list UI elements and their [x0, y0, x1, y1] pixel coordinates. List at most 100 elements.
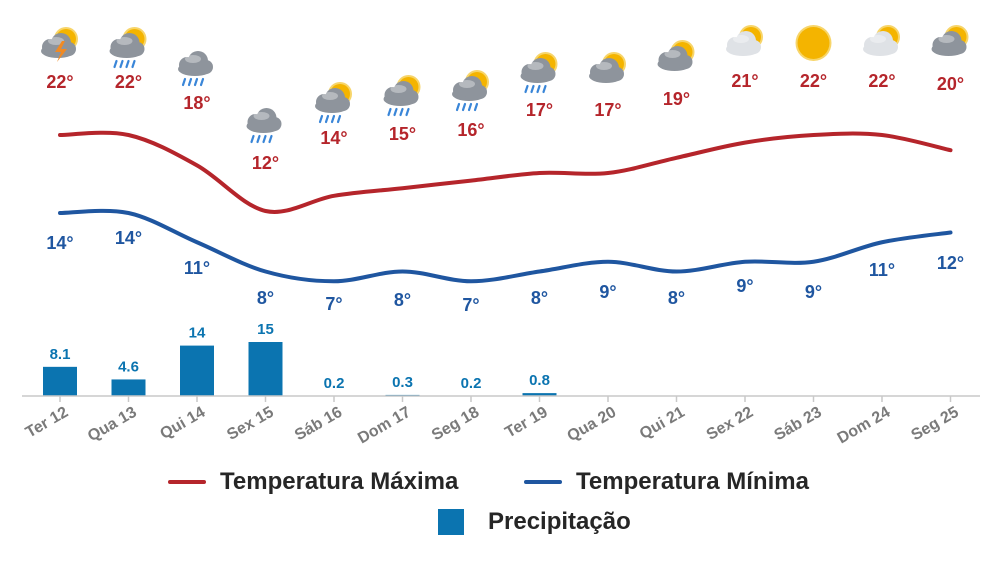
cloud-shape — [178, 51, 213, 76]
legend-swatch-max — [168, 480, 206, 484]
sun-disc — [797, 27, 830, 59]
x-axis-label: Sáb 16 — [292, 404, 345, 445]
legend-label-max: Temperatura Máxima — [220, 468, 459, 495]
max-temp-line — [58, 130, 953, 214]
rain-drop — [461, 102, 467, 112]
legend-item-min: Temperatura Mínima — [524, 462, 809, 502]
thunderstorm-partly-sunny-icon — [41, 27, 78, 62]
max-temp-label: 17° — [526, 100, 553, 120]
precipitation-value-label: 15 — [257, 321, 274, 338]
precipitation-bar — [248, 342, 283, 396]
min-temp-label: 9° — [805, 282, 822, 302]
cloud-shape — [863, 31, 898, 56]
x-axis-label: Qua 13 — [85, 404, 140, 445]
min-temp-label: 7° — [462, 295, 479, 315]
rain-drop — [113, 59, 118, 69]
precipitation-value-label: 0.8 — [529, 372, 550, 389]
min-temp-label: 8° — [531, 288, 548, 308]
x-axis-label: Sex 15 — [224, 404, 277, 444]
max-temp-label: 19° — [663, 89, 690, 109]
rain-drop — [193, 77, 199, 87]
precipitation-bar — [43, 366, 77, 396]
legend-label-precip: Precipitação — [488, 508, 631, 535]
min-temp-label: 7° — [325, 294, 342, 314]
rain-drop — [181, 77, 187, 87]
max-temp-label: 17° — [594, 100, 621, 120]
max-temp-label: 18° — [183, 93, 210, 113]
x-axis-label: Sex 22 — [704, 404, 757, 444]
rain-partly-sunny-icon — [383, 75, 421, 117]
rain-drop — [405, 107, 410, 117]
cloud-shape — [109, 33, 145, 58]
rain-drop — [393, 107, 398, 117]
min-temp-label: 8° — [668, 288, 685, 308]
rain-drop — [524, 84, 529, 94]
max-temp-label: 12° — [252, 153, 279, 173]
min-temp-label: 9° — [736, 276, 753, 296]
rain-drop — [268, 134, 273, 144]
rain-drop — [530, 84, 535, 94]
min-temp-label: 8° — [394, 290, 411, 310]
x-axis-label: Dom 17 — [355, 404, 414, 448]
cloud-shape — [657, 46, 693, 71]
min-temp-label: 14° — [115, 228, 142, 248]
x-axis-label: Seg 18 — [429, 404, 482, 445]
cloud-shape — [931, 31, 967, 56]
rain-drop — [336, 114, 342, 124]
cloud-shape — [520, 58, 556, 83]
x-axis-label: Seg 25 — [909, 404, 962, 445]
rain-drop — [187, 77, 193, 87]
max-temp-label: 20° — [937, 74, 964, 94]
rain-drop — [455, 102, 461, 112]
cloud-shape — [726, 31, 761, 56]
x-axis-label: Sáb 23 — [772, 404, 825, 445]
legend-swatch-precip — [438, 509, 464, 535]
rain-drop — [387, 107, 392, 117]
max-temp-label: 21° — [731, 71, 758, 91]
rain-drop — [318, 114, 324, 124]
cloud-shape — [246, 108, 282, 133]
partly-sunny-light-icon — [726, 25, 763, 56]
rain-drop — [330, 114, 336, 124]
rain-drop — [199, 77, 205, 87]
cloudy-partly-sunny-icon — [657, 40, 695, 71]
min-temp-label: 8° — [257, 288, 274, 308]
legend-item-precip: Precipitação — [438, 502, 631, 542]
legend-swatch-min — [524, 480, 562, 484]
min-temp-label: 12° — [937, 253, 964, 273]
rain-drop — [324, 114, 330, 124]
min-temp-line — [58, 208, 953, 284]
precipitation-value-label: 4.6 — [118, 358, 139, 375]
min-temp-label: 9° — [599, 282, 616, 302]
rain-drop — [399, 107, 404, 117]
cloud-shape — [41, 33, 76, 58]
min-temp-label: 11° — [184, 258, 210, 278]
rain-partly-sunny-icon — [109, 27, 147, 69]
max-temp-label: 22° — [800, 71, 827, 91]
cloud-shape — [383, 81, 419, 106]
cloudy-partly-sunny-icon — [931, 25, 969, 56]
rain-drop — [542, 84, 547, 94]
cloud-shape — [452, 76, 487, 101]
rain-drop — [119, 59, 124, 69]
max-temp-label: 22° — [46, 72, 73, 92]
min-temp-label: 14° — [46, 233, 73, 253]
min-temp-label: 11° — [869, 260, 895, 280]
partly-sunny-light-icon — [863, 25, 900, 56]
x-axis-label: Dom 24 — [835, 404, 894, 448]
x-axis-label: Qui 21 — [637, 404, 688, 443]
precipitation-bar — [180, 345, 214, 396]
rain-drop — [536, 84, 541, 94]
precipitation-value-label: 14 — [189, 325, 206, 342]
precipitation-value-label: 0.2 — [324, 375, 345, 392]
rain-partly-sunny-icon — [452, 70, 489, 112]
legend-row-precipitation: Precipitação — [0, 502, 1000, 542]
rain-drop — [467, 102, 473, 112]
x-axis-label: Ter 19 — [502, 404, 550, 442]
legend-row-temperatures: Temperatura Máxima Temperatura Mínima — [0, 462, 1000, 502]
cloud-shape — [315, 88, 350, 113]
max-temp-label: 22° — [868, 71, 895, 91]
precipitation-bar — [111, 379, 146, 396]
max-temp-label: 22° — [115, 72, 142, 92]
